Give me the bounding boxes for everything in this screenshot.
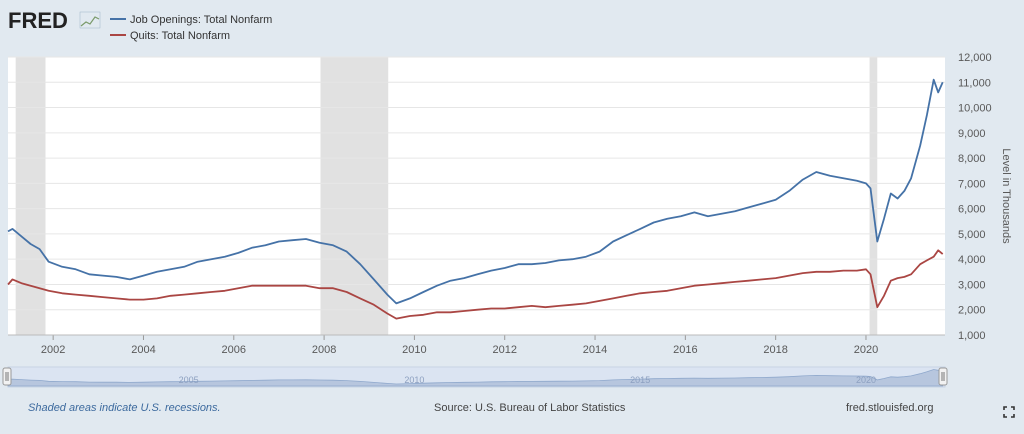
grid-lines: [8, 56, 945, 336]
y-axis-ticks: 1,000 2,000 3,000 4,000 5,000 6,000 7,000 8,000…: [958, 52, 992, 342]
y-tick-label: 4,000: [958, 254, 986, 266]
y-tick-label: 7,000: [958, 178, 986, 190]
y-tick-label: 9,000: [958, 128, 986, 140]
x-tick-label: 2016: [673, 344, 697, 356]
navigator-series-area: [7, 369, 944, 387]
legend-label-job-openings: Job Openings: Total Nonfarm: [130, 14, 272, 26]
y-tick-label: 2,000: [958, 305, 986, 317]
navigator-year-label: 2020: [856, 375, 876, 385]
legend: Job Openings: Total Nonfarm Quits: Total…: [110, 14, 272, 42]
x-tick-label: 2014: [583, 344, 607, 356]
fred-graph-icon: [79, 11, 101, 29]
y-tick-label: 8,000: [958, 153, 986, 165]
y-tick-label: 10,000: [958, 103, 992, 115]
fred-logo[interactable]: FRED: [8, 8, 101, 33]
x-tick-label: 2002: [41, 344, 65, 356]
navigator-right-handle[interactable]: [938, 367, 948, 386]
recession-band: [15, 57, 46, 335]
fred-logo-text: FRED: [8, 8, 68, 33]
navigator-left-handle[interactable]: [2, 367, 12, 386]
navigator-year-label: 2005: [179, 375, 199, 385]
fullscreen-icon[interactable]: [1003, 406, 1015, 418]
recession-band: [869, 57, 878, 335]
x-tick-label: 2004: [131, 344, 155, 356]
series-line-quits: [7, 249, 944, 320]
legend-label-quits: Quits: Total Nonfarm: [130, 30, 230, 42]
y-axis-label: Level in Thousands: [1000, 148, 1012, 244]
x-tick-label: 2006: [222, 344, 246, 356]
x-tick-label: 2018: [763, 344, 787, 356]
y-tick-label: 1,000: [958, 330, 986, 342]
navigator-year-labels: 2005 2010 2015 2020: [179, 375, 876, 385]
source-text: Source: U.S. Bureau of Labor Statistics: [434, 402, 626, 414]
x-tick-label: 2012: [492, 344, 516, 356]
x-axis-ticks: 2002 2004 2006 2008 2010 2012 2014 2016 2018 2020: [8, 334, 945, 356]
y-tick-label: 6,000: [958, 204, 986, 216]
navigator-year-label: 2010: [404, 375, 424, 385]
x-tick-label: 2010: [402, 344, 426, 356]
y-tick-label: 11,000: [958, 77, 991, 89]
y-tick-label: 12,000: [958, 52, 992, 64]
series-lines: [7, 78, 944, 320]
x-tick-label: 2020: [854, 344, 878, 356]
y-tick-label: 5,000: [958, 229, 986, 241]
navigator-year-label: 2015: [630, 375, 650, 385]
site-link[interactable]: fred.stlouisfed.org: [846, 402, 934, 414]
range-navigator[interactable]: 2005 2010 2015 2020: [2, 366, 948, 388]
recession-band: [320, 57, 389, 335]
plot-background: [8, 57, 945, 335]
recession-note: Shaded areas indicate U.S. recessions.: [28, 402, 221, 414]
series-line-job-openings: [7, 78, 944, 305]
x-tick-label: 2008: [312, 344, 336, 356]
y-tick-label: 3,000: [958, 279, 986, 291]
